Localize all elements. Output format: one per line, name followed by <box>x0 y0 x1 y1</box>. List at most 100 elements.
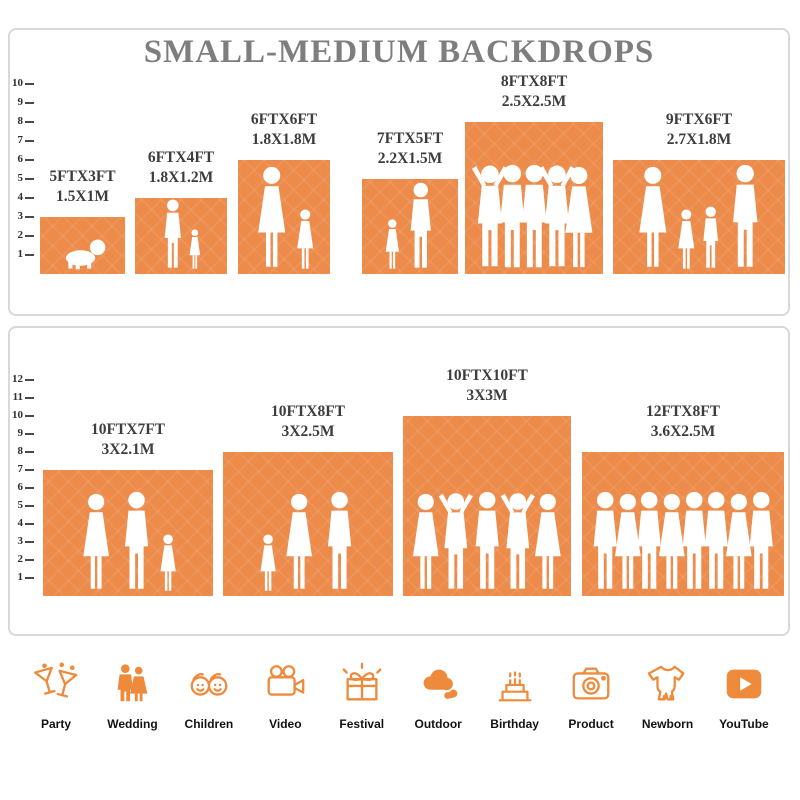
ruler-tick <box>25 102 34 104</box>
size-meters-text: 2.2X1.5M <box>377 149 443 167</box>
category-birthday: Birthday <box>487 658 543 731</box>
ruler-tick-number: 4 <box>17 517 24 529</box>
people-silhouettes <box>468 160 600 270</box>
backdrop-bar-6ftx4ft <box>135 198 227 274</box>
ruler-tick-number: 9 <box>17 427 24 439</box>
ruler-tick <box>25 197 34 199</box>
person-silhouette-adult <box>500 164 525 267</box>
people-silhouettes <box>406 488 568 592</box>
ruler-tick-number: 8 <box>17 115 24 127</box>
ruler-tick <box>25 397 34 399</box>
person-silhouette-childdress <box>385 219 400 269</box>
ruler-tick-number: 11 <box>12 391 23 403</box>
size-meters-text: 3X3M <box>466 386 508 404</box>
ruler-tick <box>25 216 34 218</box>
ruler-tick-number: 10 <box>12 77 23 89</box>
children-icon <box>186 658 232 710</box>
person-silhouette-dress <box>614 494 641 590</box>
person-silhouette-adult <box>410 182 431 268</box>
people-silhouettes <box>76 491 179 592</box>
ruler-tick <box>25 505 34 507</box>
page-title: SMALL-MEDIUM BACKDROPS <box>143 34 655 70</box>
festival-icon <box>339 658 385 710</box>
person-silhouette-childdress <box>160 533 176 591</box>
ruler-tick-number: 2 <box>17 553 24 565</box>
category-label: Video <box>269 717 302 731</box>
people-silhouettes <box>632 164 766 270</box>
person-silhouette-dress <box>286 494 313 590</box>
ruler-tick-number: 9 <box>17 96 24 108</box>
birthday-icon <box>492 658 538 710</box>
person-silhouette-dress <box>658 494 685 590</box>
ruler-tick-number: 6 <box>17 481 24 493</box>
people-silhouettes <box>382 182 438 270</box>
backdrop-bar-10ftx8ft <box>223 452 393 596</box>
category-label: Outdoor <box>414 717 462 731</box>
category-label: Newborn <box>641 717 694 731</box>
size-feet-text: 5FTX3FT <box>49 167 116 185</box>
person-silhouette-childdress <box>189 229 201 269</box>
ruler-tick <box>25 523 34 525</box>
ruler-tick <box>25 379 34 381</box>
ruler-tick-number: 2 <box>17 229 24 241</box>
size-meters-text: 2.7X1.8M <box>666 130 732 148</box>
bar-size-label: 9FTX6FT 2.7X1.8M <box>666 110 732 150</box>
person-silhouette-dress <box>535 494 562 590</box>
ruler-tick-number: 5 <box>17 172 24 184</box>
ruler-tick-number: 8 <box>17 445 24 457</box>
category-video: Video <box>257 658 313 731</box>
outdoor-icon <box>415 658 461 710</box>
ruler-tick <box>25 140 34 142</box>
category-wedding: Wedding <box>104 658 160 731</box>
category-icon-row: Party Wedding Children Video Festival Outdoor… <box>8 658 792 731</box>
category-children: Children <box>181 658 237 731</box>
size-meters-text: 1.8X1.2M <box>148 168 214 186</box>
wedding-icon <box>109 658 155 710</box>
person-silhouette-adult <box>124 492 148 589</box>
ruler-tick <box>25 415 34 417</box>
ruler-tick <box>25 433 34 435</box>
ruler-tick <box>25 178 34 180</box>
person-silhouette-adult <box>637 492 662 589</box>
category-party: Party <box>28 658 84 731</box>
person-silhouette-adult <box>593 492 617 589</box>
person-silhouette-childdress <box>260 533 276 591</box>
ruler-tick <box>25 235 34 237</box>
category-label: YouTube <box>719 717 769 731</box>
person-silhouette-dress <box>565 166 593 267</box>
size-meters-text: 3X2.1M <box>101 440 155 458</box>
category-product: Product <box>563 658 619 731</box>
size-feet-text: 10FTX8FT <box>270 402 346 420</box>
youtube-icon <box>721 658 767 710</box>
small-medium-backdrops-panel: SMALL-MEDIUM BACKDROPS 1 2 3 4 5 6 7 8 9 10 5FTX3F… <box>8 28 790 316</box>
person-silhouette-adult <box>704 492 729 589</box>
backdrop-bar-6ftx6ft <box>238 160 330 274</box>
size-meters-text: 2.5X2.5M <box>501 92 567 110</box>
people-silhouettes <box>256 491 359 592</box>
ruler-tick-number: 7 <box>17 134 24 146</box>
person-silhouette-armsup <box>538 165 576 267</box>
bar-size-label: 7FTX5FT 2.2X1.5M <box>377 129 443 169</box>
newborn-icon <box>645 658 691 710</box>
ruler-tick-number: 3 <box>17 535 24 547</box>
category-outdoor: Outdoor <box>410 658 466 731</box>
person-silhouette-adult <box>749 492 773 589</box>
person-silhouette-adult <box>327 492 352 589</box>
size-meters-text: 1.5X1M <box>56 187 109 205</box>
people-silhouettes <box>585 491 781 592</box>
bar-size-label: 5FTX3FT 1.5X1M <box>49 167 115 207</box>
size-feet-text: 8FTX8FT <box>500 72 568 90</box>
person-silhouette-childdress <box>296 208 313 269</box>
bar-size-label: 8FTX8FT 2.5X2.5M <box>501 72 567 112</box>
backdrop-bar-5ftx3ft <box>40 217 125 274</box>
ruler-tick-number: 7 <box>17 463 24 475</box>
ruler-tick <box>25 577 34 579</box>
size-feet-text: 12FTX8FT <box>645 402 721 420</box>
category-festival: Festival <box>334 658 390 731</box>
product-icon <box>568 658 614 710</box>
bar-size-label: 12FTX8FT 3.6X2.5M <box>646 402 720 442</box>
people-silhouettes <box>57 236 108 270</box>
ruler-tick <box>25 159 34 161</box>
person-silhouette-adult <box>732 164 757 267</box>
bar-size-label: 6FTX6FT 1.8X1.8M <box>251 110 317 150</box>
